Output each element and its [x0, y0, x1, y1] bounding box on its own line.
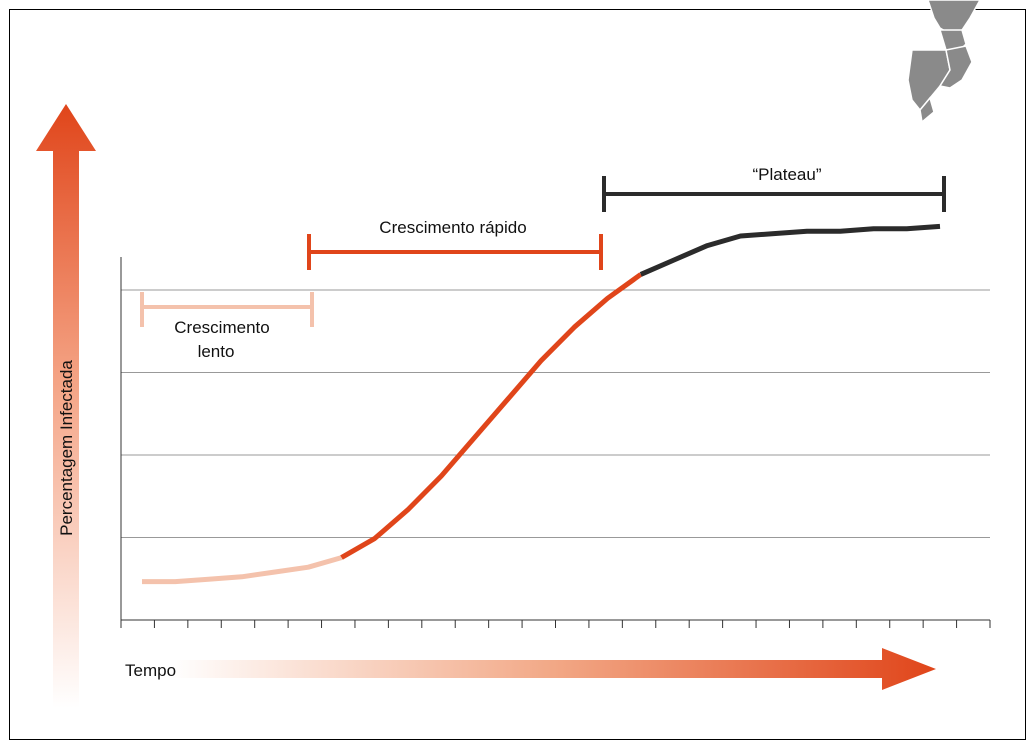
plateau-bracket [602, 176, 946, 212]
diagram-frame [9, 9, 1026, 740]
gridlines [121, 289, 990, 538]
y-axis-label: Percentagem Infectada [57, 360, 76, 536]
slow-growth-label-line2: lento [198, 342, 235, 361]
x-axis-arrow [170, 648, 936, 690]
x-axis-ticks [120, 620, 991, 628]
curve-segment-plateau [639, 223, 941, 277]
curve-segment-fast [340, 272, 643, 560]
curve-segment-slow [142, 555, 343, 585]
fast-growth-label: Crescimento rápido [379, 218, 526, 237]
slow-growth-label-line1: Crescimento [174, 318, 269, 337]
plateau-label: “Plateau” [753, 165, 822, 184]
slow-growth-bracket [140, 292, 314, 327]
x-axis-label: Tempo [125, 661, 176, 680]
y-axis-arrow [36, 104, 96, 708]
infection-curve [142, 223, 941, 585]
fast-growth-bracket [307, 234, 603, 270]
map-silhouette-icon [907, 0, 981, 124]
